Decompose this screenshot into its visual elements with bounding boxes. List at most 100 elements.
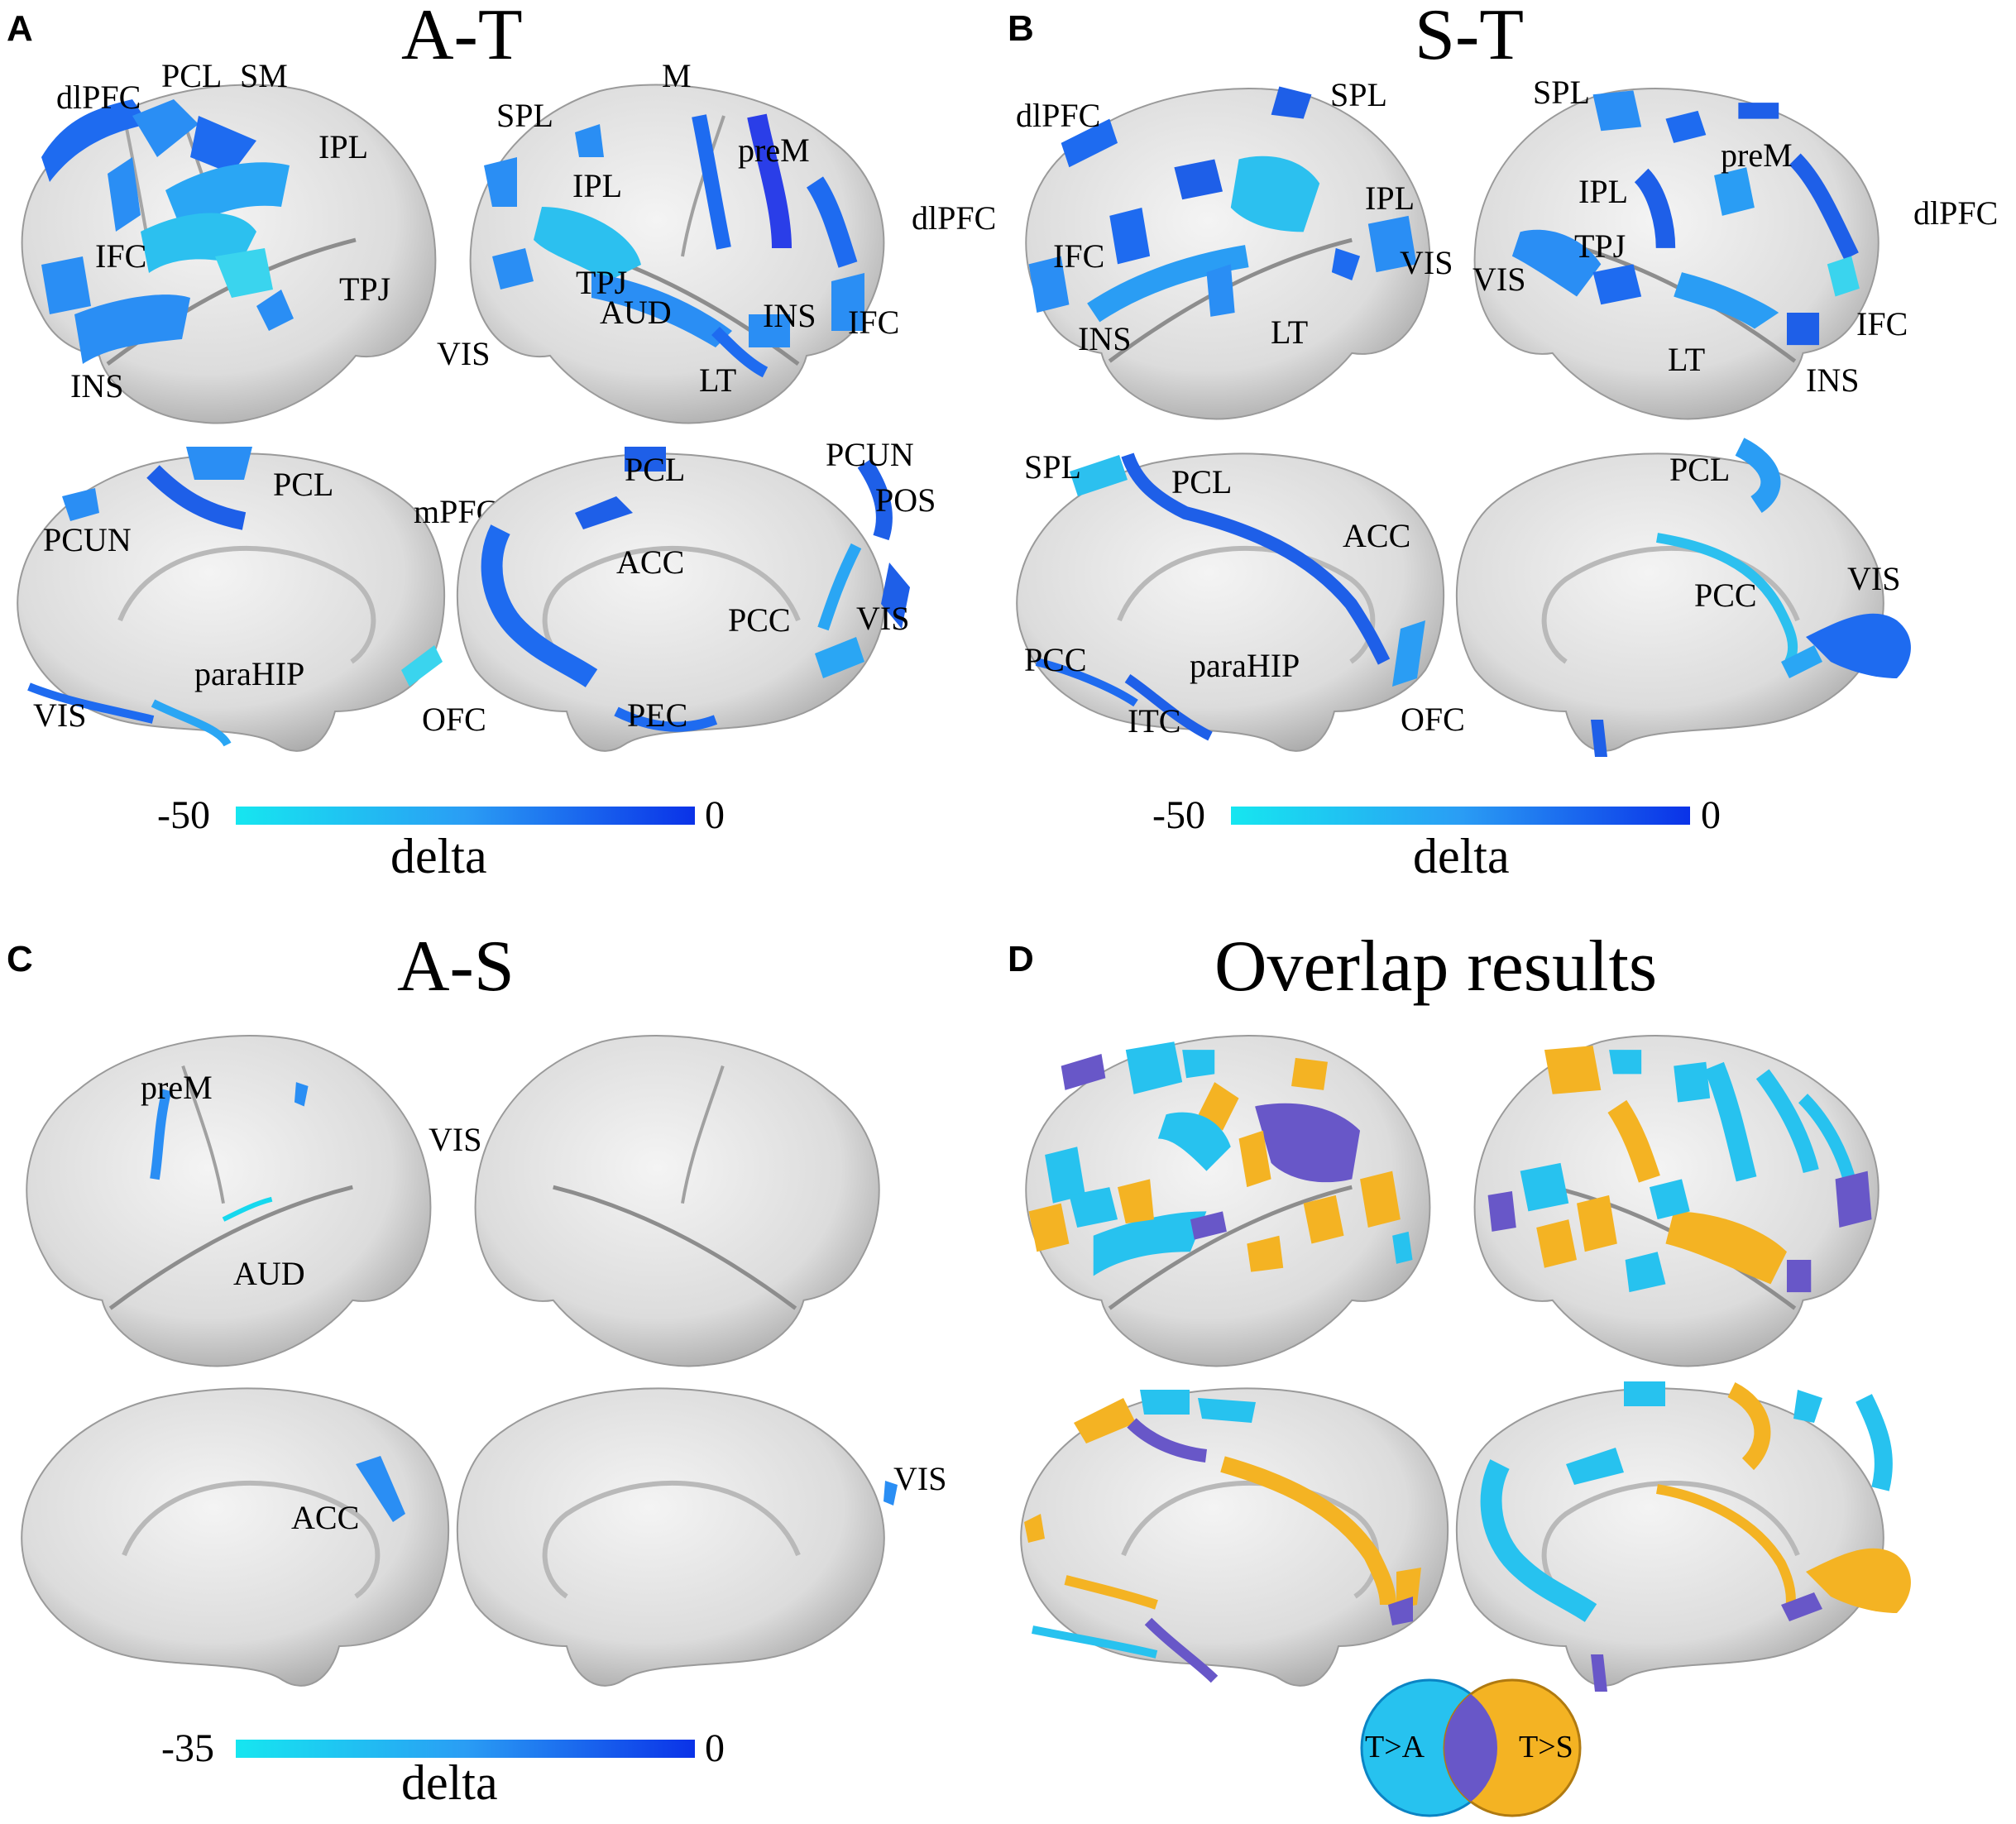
brain-medial-right	[1455, 1373, 1913, 1704]
panel-b: B S-T dlPFC SPL IPL IFC VIS INS LT	[1008, 0, 2016, 910]
region-label: VIS	[429, 1121, 482, 1158]
brain-lateral-left	[8, 66, 438, 424]
region-label: TPJ	[339, 270, 391, 308]
brain-lateral-right	[1467, 70, 1897, 420]
region-label: INS	[1806, 361, 1860, 399]
region-label: IPL	[1365, 180, 1415, 217]
panel-a: A A-T dlPFC PCL SM IPL IFC TPJ INS VIS	[0, 0, 1008, 910]
region-label: SPL	[1533, 74, 1590, 111]
region-label: VIS	[1472, 261, 1526, 298]
region-label: OFC	[422, 701, 486, 738]
region-label: PCL	[625, 451, 686, 488]
brain-lateral-left	[8, 1017, 438, 1367]
panel-c: C A-S preM VIS AUD ACC	[0, 910, 1008, 1824]
region-label: PCUN	[43, 521, 132, 558]
region-label: POS	[875, 481, 936, 519]
region-label: PCC	[1024, 641, 1087, 678]
region-label: IFC	[848, 304, 900, 341]
colorbar-min: -35	[161, 1726, 214, 1770]
panel-title: Overlap results	[1214, 926, 1658, 1007]
region-label: VIS	[1847, 560, 1901, 597]
region-label: M	[662, 57, 692, 94]
region-label: dlPFC	[1016, 97, 1101, 134]
region-label: VIS	[856, 600, 910, 637]
region-label: paraHIP	[194, 655, 305, 692]
colorbar-max: 0	[705, 1726, 725, 1770]
venn-right-label: T>S	[1519, 1730, 1573, 1764]
colorbar-title: delta	[1413, 829, 1510, 883]
region-label: IPL	[572, 167, 622, 204]
region-label: INS	[763, 297, 816, 334]
region-label: ITC	[1128, 702, 1181, 740]
region-label: SM	[240, 57, 288, 94]
brain-lateral-right	[1467, 1017, 1897, 1367]
panel-letter: C	[7, 939, 33, 979]
region-label: PCC	[728, 601, 791, 639]
region-label: dlPFC	[56, 79, 141, 116]
panel-title: S-T	[1415, 0, 1524, 75]
brain-lateral-right	[467, 66, 898, 424]
region-label: paraHIP	[1190, 647, 1300, 684]
region-label: IFC	[1053, 237, 1105, 275]
panel-letter: A	[7, 8, 33, 49]
brain-medial-left	[1003, 438, 1450, 769]
colorbar-min: -50	[157, 793, 210, 837]
region-label: preM	[738, 132, 810, 169]
region-label: PCL	[1669, 451, 1731, 488]
region-label: IPL	[318, 128, 368, 165]
region-label: preM	[1721, 136, 1793, 174]
colorbar-title: delta	[390, 829, 487, 883]
region-label: IPL	[1578, 173, 1628, 210]
region-label: PCL	[161, 57, 223, 94]
region-label: preM	[141, 1069, 213, 1106]
region-label: OFC	[1401, 701, 1465, 738]
panel-letter: B	[1008, 8, 1034, 49]
colorbar	[236, 1740, 695, 1758]
region-label: LT	[1668, 341, 1706, 378]
region-label: dlPFC	[1913, 194, 1999, 232]
region-label: AUD	[233, 1255, 305, 1292]
colorbar-min: -50	[1152, 793, 1205, 837]
panel-d: D Overlap results	[1008, 910, 2016, 1824]
brain-medial-left	[8, 1373, 455, 1704]
region-label: PCL	[1171, 463, 1233, 500]
colorbar	[1231, 807, 1690, 825]
region-label: PCUN	[826, 436, 914, 473]
region-label: PCL	[273, 466, 334, 503]
region-label: INS	[70, 367, 124, 405]
panel-title: A-T	[401, 0, 523, 75]
region-label: SPL	[1330, 76, 1387, 113]
region-label: IFC	[1856, 305, 1908, 342]
region-label: TPJ	[576, 264, 628, 301]
brain-lateral-left	[1008, 1017, 1438, 1367]
region-label: dlPFC	[912, 199, 997, 237]
brain-medial-right	[1455, 438, 1913, 769]
venn-legend: T>A T>S	[1347, 1678, 1595, 1818]
colorbar-title: delta	[401, 1755, 498, 1810]
region-label: VIS	[893, 1460, 947, 1497]
venn-left-label: T>A	[1365, 1730, 1425, 1764]
region-label: SPL	[496, 97, 553, 134]
region-label: ACC	[616, 543, 685, 581]
region-label: VIS	[33, 697, 87, 734]
region-label: TPJ	[1574, 227, 1626, 265]
brain-medial-right	[456, 438, 914, 769]
brain-lateral-left	[1008, 70, 1438, 420]
region-label: IFC	[95, 237, 147, 275]
region-label: LT	[1271, 314, 1309, 351]
region-label: INS	[1078, 320, 1132, 357]
colorbar	[236, 807, 695, 825]
panel-letter: D	[1008, 939, 1034, 979]
region-label: VIS	[1400, 244, 1453, 281]
brain-lateral-right	[467, 1017, 898, 1367]
brain-medial-right	[456, 1373, 914, 1704]
region-label: PCC	[1694, 577, 1757, 614]
panel-title: A-S	[397, 926, 515, 1007]
region-label: PEC	[627, 697, 688, 734]
region-label: ACC	[291, 1499, 360, 1536]
region-label: ACC	[1343, 517, 1411, 554]
brain-medial-left	[1008, 1373, 1454, 1704]
brain-medial-left	[4, 438, 451, 769]
region-label: AUD	[600, 294, 672, 331]
region-label: SPL	[1024, 448, 1081, 486]
